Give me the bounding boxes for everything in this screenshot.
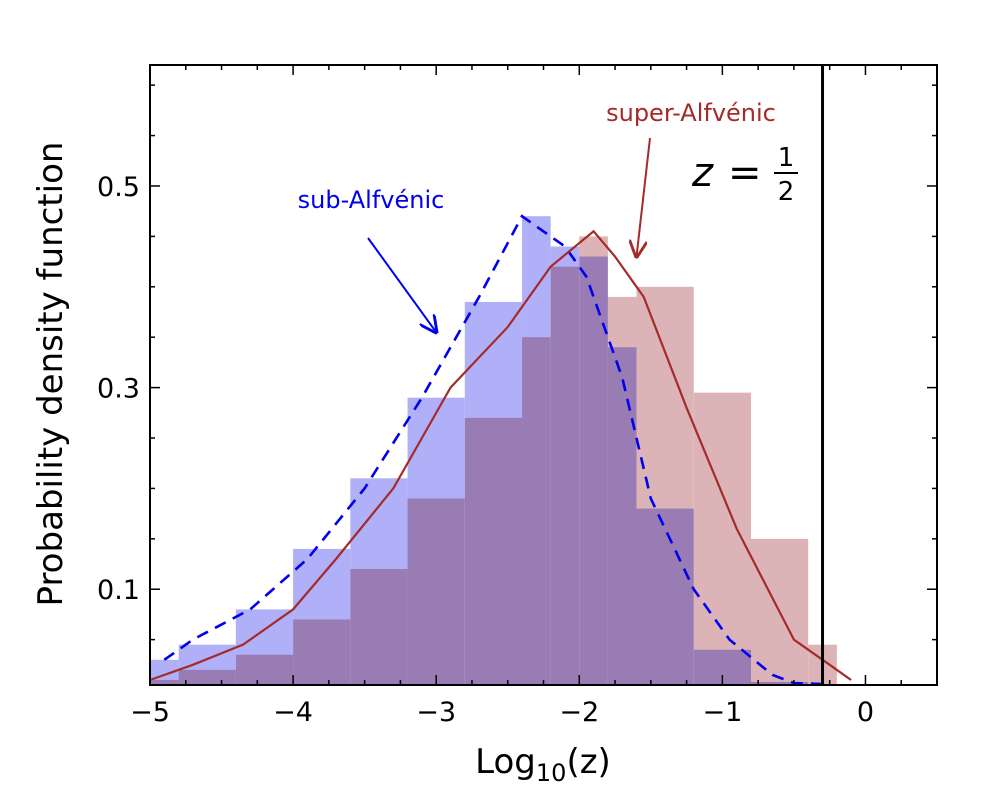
sub-hist-bar: [750, 681, 809, 685]
y-axis-title: Probability density function: [31, 142, 71, 607]
sub-hist-bar: [579, 256, 608, 685]
sub-hist-bar: [607, 347, 637, 685]
z-half-eq: =: [728, 150, 762, 196]
sub-hist-bar: [350, 478, 408, 685]
curve-layer: [149, 214, 852, 686]
sub-hist-bar: [235, 609, 294, 685]
tick-layer: −5 −4 −3 −2 −1 0 0.1 0.3 0.5: [97, 65, 938, 728]
sub-hist-bar: [293, 548, 351, 685]
sub-alfvenic-curve: [163, 214, 823, 686]
x-tick-label: −5: [130, 697, 170, 728]
x-axis-title: Log10(z): [475, 742, 611, 787]
super-alfvenic-label: super-Alfvénic: [606, 99, 776, 127]
z-half-label: z = 1 2: [691, 143, 798, 207]
histogram-layer: [150, 216, 837, 685]
z-half-den: 2: [778, 177, 795, 207]
sub-hist-bar: [407, 397, 465, 685]
z-half-num: 1: [778, 143, 795, 173]
annotation-layer: sub-Alfvénic super-Alfvénic: [298, 99, 776, 332]
super-alfvenic-curve: [149, 229, 852, 682]
x-tick-label: −1: [702, 697, 742, 728]
x-tick-label: −2: [559, 697, 599, 728]
y-tick-label: 0.5: [97, 172, 140, 203]
vline-layer: z = 1 2: [691, 65, 825, 685]
sub-alfvenic-arrow: [367, 237, 436, 332]
sub-hist-bar: [636, 508, 694, 685]
y-tick-label: 0.3: [97, 374, 140, 405]
x-tick-label: 0: [857, 697, 874, 728]
y-tick-label: 0.1: [97, 575, 140, 606]
sub-hist-bar: [550, 246, 580, 685]
x-tick-label: −3: [416, 697, 456, 728]
x-tick-label: −4: [273, 697, 313, 728]
super-alfvenic-arrow: [637, 137, 651, 257]
sub-hist-bar: [464, 301, 523, 685]
sub-hist-bar: [522, 216, 551, 685]
sub-alfvenic-label: sub-Alfvénic: [298, 186, 445, 214]
z-half-var: z: [691, 150, 714, 196]
